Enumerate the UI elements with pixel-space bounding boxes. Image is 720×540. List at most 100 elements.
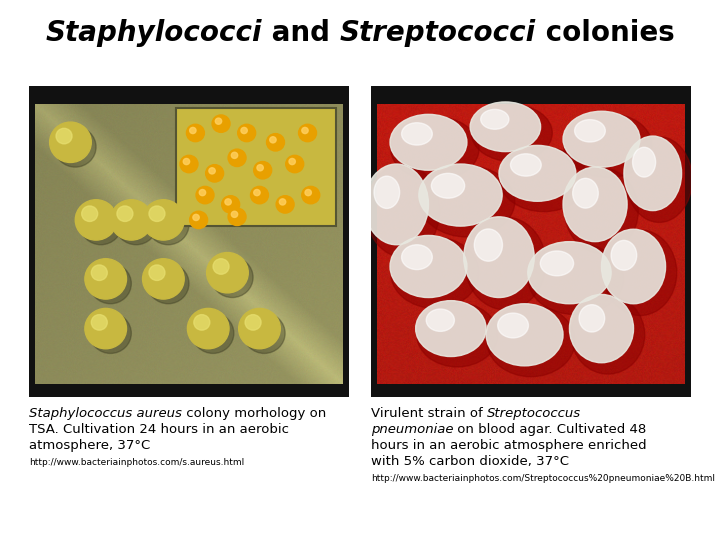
Ellipse shape (563, 111, 640, 167)
Ellipse shape (402, 123, 432, 145)
Circle shape (187, 308, 229, 349)
Circle shape (90, 264, 131, 303)
Text: Streptococcus: Streptococcus (487, 407, 581, 420)
Circle shape (289, 158, 295, 165)
Text: Virulent strain of: Virulent strain of (371, 407, 487, 420)
Ellipse shape (417, 302, 498, 367)
Circle shape (189, 127, 196, 133)
Ellipse shape (571, 295, 644, 374)
Circle shape (148, 204, 189, 245)
Ellipse shape (500, 147, 588, 212)
Ellipse shape (402, 245, 432, 269)
Ellipse shape (470, 102, 541, 152)
Circle shape (257, 165, 264, 171)
Ellipse shape (633, 147, 656, 177)
Circle shape (192, 313, 234, 354)
Ellipse shape (563, 167, 627, 241)
Text: colony morhology on: colony morhology on (181, 407, 326, 420)
Circle shape (251, 186, 269, 204)
Bar (176, 108, 336, 226)
Circle shape (302, 127, 308, 133)
Text: on blood agar. Cultivated 48: on blood agar. Cultivated 48 (454, 423, 647, 436)
Ellipse shape (603, 230, 677, 315)
Ellipse shape (579, 305, 605, 332)
Circle shape (228, 149, 246, 166)
Ellipse shape (564, 113, 652, 178)
Text: hours in an aerobic atmosphere enriched: hours in an aerobic atmosphere enriched (371, 439, 647, 452)
Circle shape (56, 129, 72, 144)
Circle shape (253, 161, 271, 179)
Circle shape (266, 133, 284, 151)
Ellipse shape (481, 110, 509, 129)
Circle shape (55, 127, 96, 167)
Circle shape (148, 264, 189, 303)
Circle shape (91, 265, 107, 280)
Circle shape (209, 168, 215, 174)
Ellipse shape (499, 145, 576, 201)
Ellipse shape (390, 235, 467, 298)
Circle shape (115, 204, 157, 245)
Ellipse shape (498, 313, 528, 338)
Circle shape (90, 313, 131, 354)
Ellipse shape (487, 305, 575, 377)
Ellipse shape (426, 309, 454, 332)
Ellipse shape (528, 241, 611, 303)
Circle shape (81, 206, 98, 221)
Circle shape (91, 315, 107, 330)
Circle shape (222, 195, 240, 213)
Circle shape (85, 259, 127, 299)
Text: pneumoniae: pneumoniae (371, 423, 454, 436)
Ellipse shape (374, 176, 400, 208)
Text: with 5% carbon dioxide, 37°C: with 5% carbon dioxide, 37°C (371, 455, 569, 468)
Circle shape (186, 124, 204, 141)
Circle shape (149, 265, 165, 280)
Text: TSA. Cultivation 24 hours in an aerobic: TSA. Cultivation 24 hours in an aerobic (29, 423, 289, 436)
Circle shape (143, 259, 184, 299)
Ellipse shape (366, 164, 440, 257)
Ellipse shape (570, 294, 634, 363)
Circle shape (215, 118, 222, 124)
Ellipse shape (572, 178, 598, 208)
Circle shape (245, 315, 261, 330)
Ellipse shape (564, 168, 639, 253)
Circle shape (207, 253, 248, 293)
Ellipse shape (528, 243, 624, 315)
Circle shape (276, 195, 294, 213)
Circle shape (231, 152, 238, 158)
Ellipse shape (486, 303, 563, 366)
Text: atmosphere, 37°C: atmosphere, 37°C (29, 439, 150, 452)
Ellipse shape (464, 217, 534, 298)
Circle shape (243, 313, 285, 354)
Circle shape (180, 156, 198, 173)
Ellipse shape (472, 104, 552, 161)
Circle shape (50, 122, 91, 163)
Ellipse shape (390, 114, 467, 170)
Circle shape (212, 115, 230, 132)
Circle shape (253, 190, 260, 195)
Text: http://www.bacteriainphotos.com/Streptococcus%20pneumoniae%20B.html: http://www.bacteriainphotos.com/Streptoc… (371, 474, 715, 483)
Ellipse shape (626, 137, 693, 222)
Circle shape (231, 211, 238, 218)
Circle shape (206, 165, 224, 182)
Ellipse shape (540, 251, 574, 276)
Circle shape (305, 190, 311, 195)
Circle shape (183, 158, 189, 165)
Ellipse shape (474, 229, 503, 261)
Circle shape (225, 199, 231, 205)
Circle shape (299, 124, 317, 141)
Circle shape (193, 214, 199, 220)
Ellipse shape (465, 217, 546, 310)
Ellipse shape (391, 116, 479, 181)
Circle shape (286, 156, 304, 173)
Circle shape (241, 127, 247, 133)
Circle shape (270, 137, 276, 143)
Text: Staphylococci: Staphylococci (45, 19, 262, 47)
Ellipse shape (419, 166, 515, 237)
Circle shape (199, 190, 206, 195)
Text: Staphylococcus aureus: Staphylococcus aureus (29, 407, 181, 420)
Text: and: and (262, 19, 340, 47)
Text: colonies: colonies (536, 19, 675, 47)
Ellipse shape (364, 164, 428, 245)
Circle shape (279, 199, 286, 205)
Ellipse shape (419, 164, 502, 226)
